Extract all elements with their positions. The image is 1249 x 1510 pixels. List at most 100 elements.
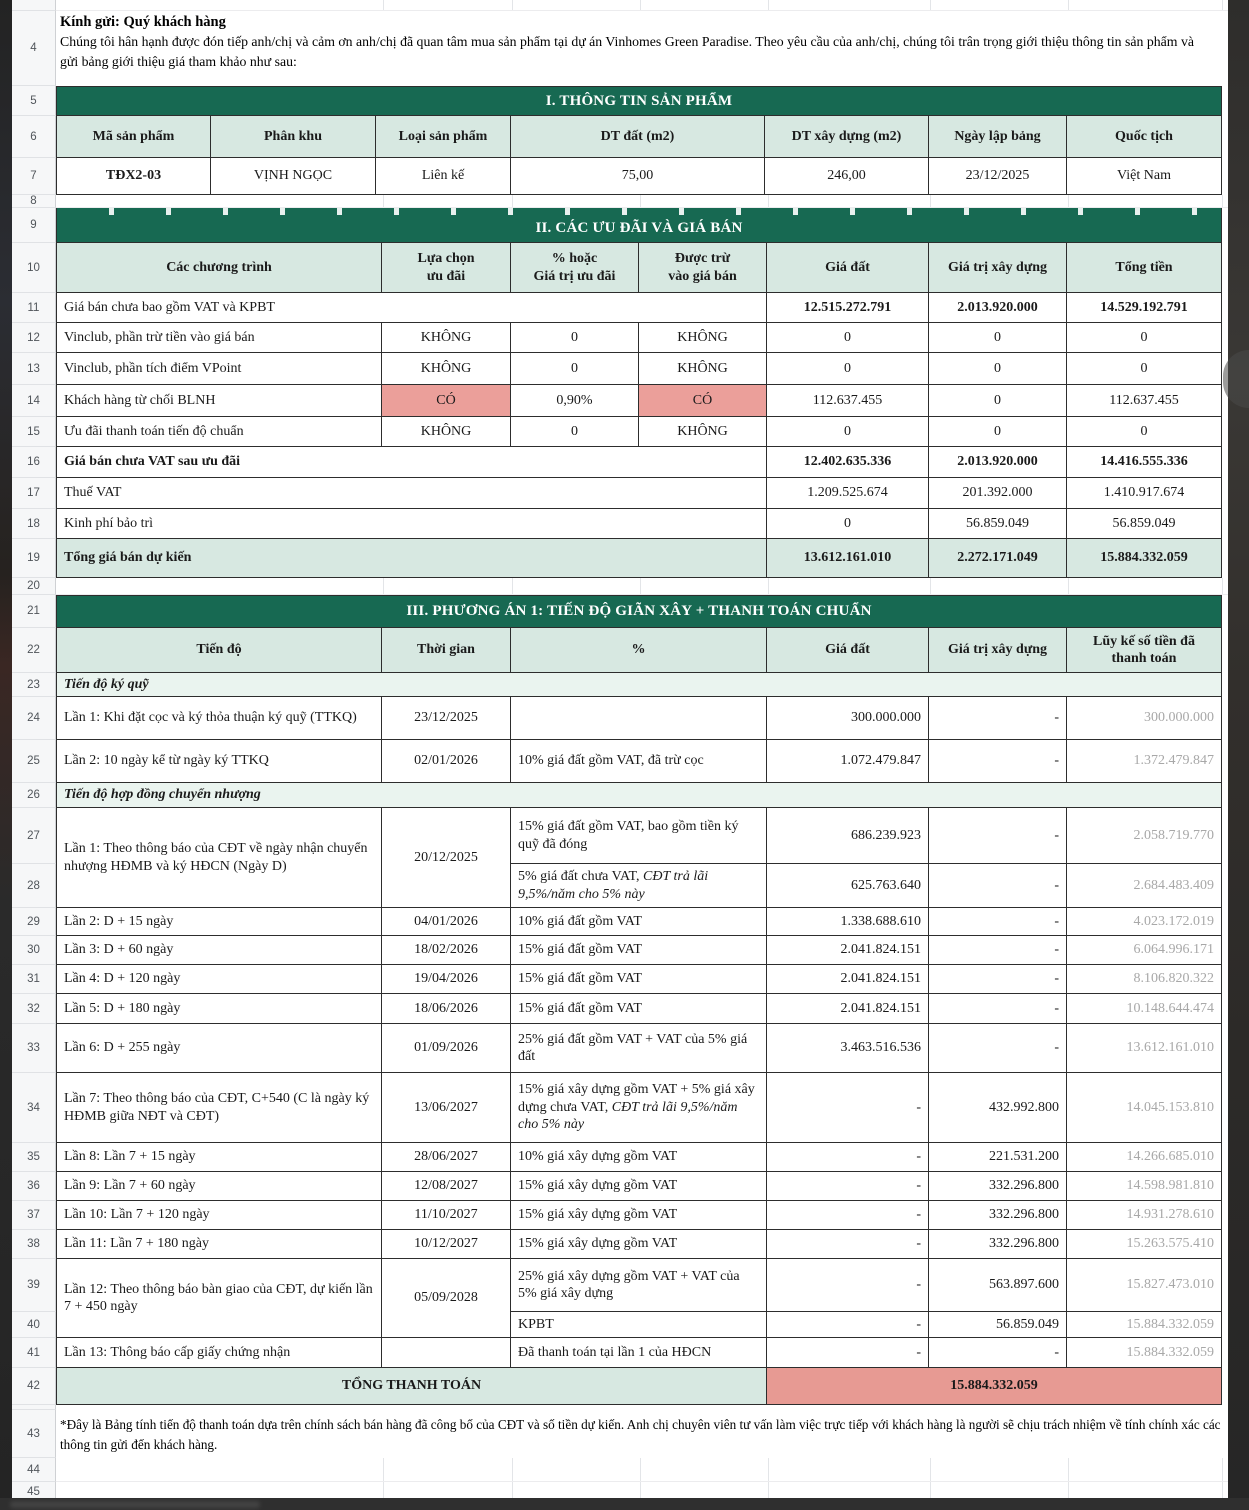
cell-percent[interactable]: 15% giá đất gồm VAT, bao gồm tiền ký quỹ…: [511, 808, 767, 864]
cell-total[interactable]: 56.859.049: [1067, 509, 1222, 539]
empty-cells[interactable]: [56, 578, 1228, 595]
cell-program[interactable]: Giá bán chưa VAT sau ưu đãi: [56, 447, 767, 478]
col-header-build-area[interactable]: DT xây dựng (m2): [765, 116, 929, 158]
cell-land[interactable]: 0: [767, 323, 929, 353]
cell-cumulative[interactable]: 15.884.332.059: [1067, 1312, 1222, 1338]
cell-pct[interactable]: 0: [511, 353, 639, 385]
cell-cumulative[interactable]: 2.684.483.409: [1067, 864, 1222, 908]
cell-land-area[interactable]: 75,00: [511, 158, 765, 195]
cell-percent[interactable]: Đã thanh toán tại lần 1 của HĐCN: [511, 1338, 767, 1368]
cell-program[interactable]: Giá bán chưa bao gồm VAT và KPBT: [56, 293, 767, 323]
row-header[interactable]: 40: [12, 1312, 56, 1338]
cell-build[interactable]: -: [929, 864, 1067, 908]
row-header[interactable]: 10: [12, 243, 56, 293]
section1-title[interactable]: I. THÔNG TIN SẢN PHẨM: [56, 86, 1222, 116]
cell-total[interactable]: 0: [1067, 417, 1222, 447]
group-label-deposit[interactable]: Tiến độ ký quỹ: [56, 673, 1222, 697]
cell-milestone[interactable]: Lần 1: Khi đặt cọc và ký thỏa thuận ký q…: [56, 697, 382, 740]
cell-land[interactable]: -: [767, 1172, 929, 1201]
row-header[interactable]: [12, 1405, 56, 1410]
row-header[interactable]: 13: [12, 353, 56, 385]
cell-time[interactable]: 10/12/2027: [382, 1230, 511, 1259]
col-header-nationality[interactable]: Quốc tịch: [1067, 116, 1222, 158]
cell-program[interactable]: Kinh phí bảo trì: [56, 509, 767, 539]
cell-choice-highlighted[interactable]: CÓ: [382, 385, 511, 417]
row-header[interactable]: 12: [12, 323, 56, 353]
cell-land[interactable]: 0: [767, 509, 929, 539]
col-header-total[interactable]: Tổng tiền: [1067, 243, 1222, 293]
cell-milestone[interactable]: Lần 2: 10 ngày kể từ ngày ký TTKQ: [56, 740, 382, 783]
cell-land[interactable]: 300.000.000: [767, 697, 929, 740]
cell-milestone[interactable]: Lần 2: D + 15 ngày: [56, 908, 382, 936]
cell-milestone[interactable]: Lần 1: Theo thông báo của CĐT về ngày nh…: [56, 808, 382, 908]
cell-percent[interactable]: 15% giá đất gồm VAT: [511, 965, 767, 994]
cell-cumulative[interactable]: 10.148.644.474: [1067, 994, 1222, 1024]
cell-percent[interactable]: 15% giá xây dựng gồm VAT: [511, 1201, 767, 1230]
cell-build[interactable]: 0: [929, 417, 1067, 447]
col-header-programs[interactable]: Các chương trình: [56, 243, 382, 293]
row-header[interactable]: 18: [12, 509, 56, 539]
cell-program[interactable]: Ưu đãi thanh toán tiến độ chuẩn: [56, 417, 382, 447]
cell-build[interactable]: -: [929, 1024, 1067, 1073]
cell-land[interactable]: 0: [767, 353, 929, 385]
cell-product-type[interactable]: Liên kế: [376, 158, 511, 195]
cell-cumulative[interactable]: 4.023.172.019: [1067, 908, 1222, 936]
cell-milestone[interactable]: Lần 10: Lần 7 + 120 ngày: [56, 1201, 382, 1230]
cell-total[interactable]: 112.637.455: [1067, 385, 1222, 417]
cell-land[interactable]: 12.515.272.791: [767, 293, 929, 323]
cell-program[interactable]: Khách hàng từ chối BLNH: [56, 385, 382, 417]
cell-total[interactable]: 0: [1067, 353, 1222, 385]
row-header[interactable]: [12, 0, 56, 11]
row-header[interactable]: 16: [12, 447, 56, 478]
row-header[interactable]: 7: [12, 158, 56, 195]
cell-cumulative[interactable]: 14.045.153.810: [1067, 1073, 1222, 1143]
cell-milestone[interactable]: Lần 11: Lần 7 + 180 ngày: [56, 1230, 382, 1259]
cell-land[interactable]: 3.463.516.536: [767, 1024, 929, 1073]
cell-nationality[interactable]: Việt Nam: [1067, 158, 1222, 195]
col-header-product-code[interactable]: Mã sản phẩm: [56, 116, 211, 158]
cell-land[interactable]: 12.402.635.336: [767, 447, 929, 478]
cell-pct[interactable]: 0: [511, 323, 639, 353]
cell-milestone[interactable]: Lần 4: D + 120 ngày: [56, 965, 382, 994]
col-header-land-area[interactable]: DT đất (m2): [511, 116, 765, 158]
cell-build[interactable]: 332.296.800: [929, 1172, 1067, 1201]
cell-deduct[interactable]: KHÔNG: [639, 417, 767, 447]
cell-land[interactable]: 13.612.161.010: [767, 539, 929, 578]
row-header[interactable]: 41: [12, 1338, 56, 1368]
cell-time[interactable]: 18/02/2026: [382, 936, 511, 965]
row-header[interactable]: 26: [12, 783, 56, 808]
cell-program[interactable]: Thuế VAT: [56, 478, 767, 509]
cell-total[interactable]: 14.529.192.791: [1067, 293, 1222, 323]
row-header[interactable]: 27: [12, 808, 56, 864]
cell-time[interactable]: 19/04/2026: [382, 965, 511, 994]
cell-milestone[interactable]: Lần 9: Lần 7 + 60 ngày: [56, 1172, 382, 1201]
cell-milestone[interactable]: Lần 3: D + 60 ngày: [56, 936, 382, 965]
col-header-pct-value[interactable]: % hoặc Giá trị ưu đãi: [511, 243, 639, 293]
section3-title[interactable]: III. PHƯƠNG ÁN 1: TIẾN ĐỘ GIÃN XÂY + THA…: [56, 595, 1222, 628]
cell-land[interactable]: 625.763.640: [767, 864, 929, 908]
cell-milestone[interactable]: Lần 12: Theo thông báo bàn giao của CĐT,…: [56, 1259, 382, 1338]
cell-milestone[interactable]: Lần 7: Theo thông báo của CĐT, C+540 (C …: [56, 1073, 382, 1143]
cell-total[interactable]: 14.416.555.336: [1067, 447, 1222, 478]
cell-time[interactable]: 23/12/2025: [382, 697, 511, 740]
row-header[interactable]: 5: [12, 86, 56, 116]
cell-build[interactable]: -: [929, 808, 1067, 864]
cell-land[interactable]: 2.041.824.151: [767, 965, 929, 994]
cell-percent[interactable]: 15% giá đất gồm VAT: [511, 994, 767, 1024]
cell-land[interactable]: -: [767, 1201, 929, 1230]
row-header[interactable]: 29: [12, 908, 56, 936]
cell-build[interactable]: 332.296.800: [929, 1201, 1067, 1230]
cell-product-code[interactable]: TĐX2-03: [56, 158, 211, 195]
cell-percent[interactable]: 10% giá đất gồm VAT: [511, 908, 767, 936]
row-header[interactable]: 28: [12, 864, 56, 908]
row-header[interactable]: 37: [12, 1201, 56, 1230]
cell-build[interactable]: -: [929, 994, 1067, 1024]
row-header[interactable]: 6: [12, 116, 56, 158]
cell-percent[interactable]: 10% giá xây dựng gồm VAT: [511, 1143, 767, 1172]
cell-milestone[interactable]: Lần 6: D + 255 ngày: [56, 1024, 382, 1073]
cell-time[interactable]: 05/09/2028: [382, 1259, 511, 1338]
row-header[interactable]: 14: [12, 385, 56, 417]
col-header-choice[interactable]: Lựa chọn ưu đãi: [382, 243, 511, 293]
cell-program[interactable]: Tổng giá bán dự kiến: [56, 539, 767, 578]
col-header-date[interactable]: Ngày lập bảng: [929, 116, 1067, 158]
